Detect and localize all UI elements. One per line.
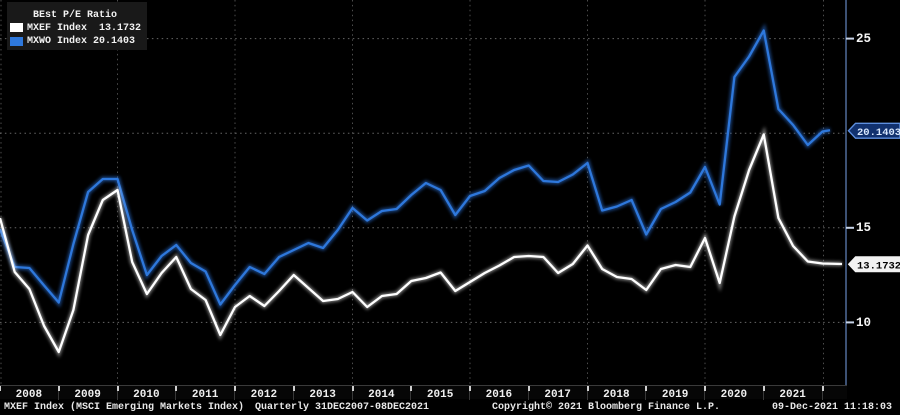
svg-text:13.1732: 13.1732 bbox=[857, 261, 900, 273]
svg-text:20.1403: 20.1403 bbox=[857, 127, 900, 139]
